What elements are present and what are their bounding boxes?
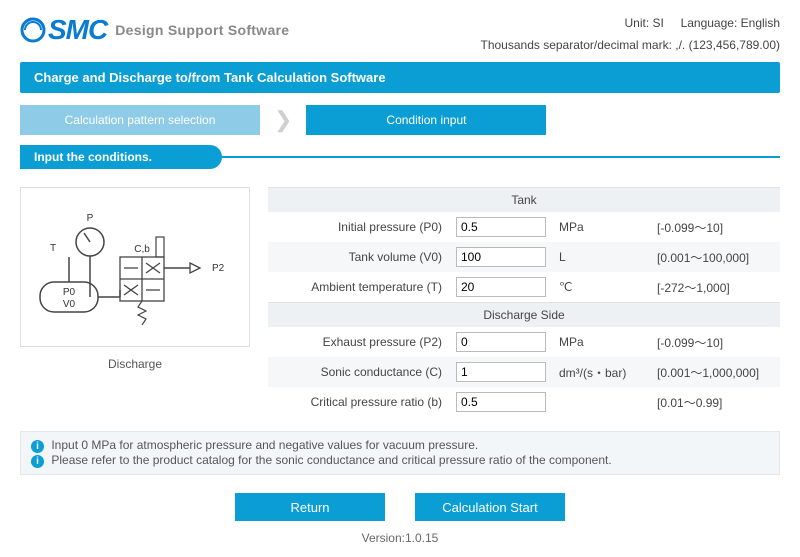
unit-initial-pressure: MPa xyxy=(559,220,649,234)
row-critical-ratio: Critical pressure ratio (b) [0.01～0.99] xyxy=(268,387,780,417)
step-condition-input[interactable]: Condition input xyxy=(306,105,546,135)
chevron-right-icon: ❯ xyxy=(270,109,296,131)
note-line: i Please refer to the product catalog fo… xyxy=(31,453,769,468)
range-critical-ratio: [0.01～0.99] xyxy=(657,394,780,411)
row-sonic-conductance: Sonic conductance (C) dm³/(s・bar) [0.001… xyxy=(268,357,780,387)
label-critical-ratio: Critical pressure ratio (b) xyxy=(268,395,448,409)
notes-panel: i Input 0 MPa for atmospheric pressure a… xyxy=(20,431,780,475)
range-tank-volume: [0.001～100,000] xyxy=(657,249,780,266)
note-line: i Input 0 MPa for atmospheric pressure a… xyxy=(31,438,769,453)
header: SMC Design Support Software Unit: SI Lan… xyxy=(0,0,800,52)
range-ambient-temp: [-272～1,000] xyxy=(657,279,780,296)
version-value: 1.0.15 xyxy=(405,531,438,545)
svg-text:V0: V0 xyxy=(63,299,76,310)
row-initial-pressure: Initial pressure (P0) MPa [-0.099～10] xyxy=(268,212,780,242)
section-discharge-title: Discharge Side xyxy=(268,302,780,327)
unit-sonic-conductance: dm³/(s・bar) xyxy=(559,364,649,381)
input-exhaust-pressure[interactable] xyxy=(456,332,546,352)
input-sonic-conductance[interactable] xyxy=(456,362,546,382)
language-label: Language: xyxy=(681,16,738,30)
header-meta: Unit: SI Language: English Thousands sep… xyxy=(481,16,781,52)
step-row: Calculation pattern selection ❯ Conditio… xyxy=(20,105,780,135)
format-note: Thousands separator/decimal mark: ,/. (1… xyxy=(481,38,781,52)
brand-text: SMC xyxy=(48,14,107,46)
subheading-rule xyxy=(222,156,780,158)
range-sonic-conductance: [0.001～1,000,000] xyxy=(657,364,780,381)
subheading-row: Input the conditions. xyxy=(20,145,780,169)
return-button[interactable]: Return xyxy=(235,493,385,521)
svg-text:P2: P2 xyxy=(212,263,225,274)
unit-tank-volume: L xyxy=(559,250,649,264)
calculation-start-button[interactable]: Calculation Start xyxy=(415,493,565,521)
info-icon: i xyxy=(31,440,44,453)
label-exhaust-pressure: Exhaust pressure (P2) xyxy=(268,335,448,349)
unit-label: Unit: xyxy=(625,16,650,30)
row-tank-volume: Tank volume (V0) L [0.001～100,000] xyxy=(268,242,780,272)
row-exhaust-pressure: Exhaust pressure (P2) MPa [-0.099～10] xyxy=(268,327,780,357)
version-label: Version: xyxy=(362,531,405,545)
step-pattern-selection[interactable]: Calculation pattern selection xyxy=(20,105,260,135)
input-tank-volume[interactable] xyxy=(456,247,546,267)
svg-text:T: T xyxy=(50,243,56,254)
main-title: Charge and Discharge to/from Tank Calcul… xyxy=(20,62,780,93)
svg-text:P0: P0 xyxy=(63,287,76,298)
input-initial-pressure[interactable] xyxy=(456,217,546,237)
unit-exhaust-pressure: MPa xyxy=(559,335,649,349)
discharge-diagram: P0 V0 T P xyxy=(20,187,250,347)
section-tank-title: Tank xyxy=(268,187,780,212)
note-text-2: Please refer to the product catalog for … xyxy=(51,453,611,467)
diagram-column: P0 V0 T P xyxy=(20,187,250,417)
label-sonic-conductance: Sonic conductance (C) xyxy=(268,365,448,379)
svg-text:P: P xyxy=(87,213,94,224)
button-row: Return Calculation Start xyxy=(0,493,800,521)
row-ambient-temp: Ambient temperature (T) ℃ [-272～1,000] xyxy=(268,272,780,302)
range-exhaust-pressure: [-0.099～10] xyxy=(657,334,780,351)
language-value: English xyxy=(741,16,780,30)
label-initial-pressure: Initial pressure (P0) xyxy=(268,220,448,234)
info-icon: i xyxy=(31,455,44,468)
unit-ambient-temp: ℃ xyxy=(559,280,649,294)
subheading: Input the conditions. xyxy=(20,145,222,169)
svg-text:C,b: C,b xyxy=(134,244,150,255)
label-ambient-temp: Ambient temperature (T) xyxy=(268,280,448,294)
note-text-1: Input 0 MPa for atmospheric pressure and… xyxy=(51,438,478,452)
logo-swirl-icon xyxy=(20,17,46,43)
input-critical-ratio[interactable] xyxy=(456,392,546,412)
label-tank-volume: Tank volume (V0) xyxy=(268,250,448,264)
unit-value: SI xyxy=(653,16,664,30)
input-ambient-temp[interactable] xyxy=(456,277,546,297)
form-column: Tank Initial pressure (P0) MPa [-0.099～1… xyxy=(268,187,780,417)
app-title: Design Support Software xyxy=(115,22,289,38)
diagram-caption: Discharge xyxy=(20,357,250,371)
range-initial-pressure: [-0.099～10] xyxy=(657,219,780,236)
version: Version:1.0.15 xyxy=(0,531,800,545)
